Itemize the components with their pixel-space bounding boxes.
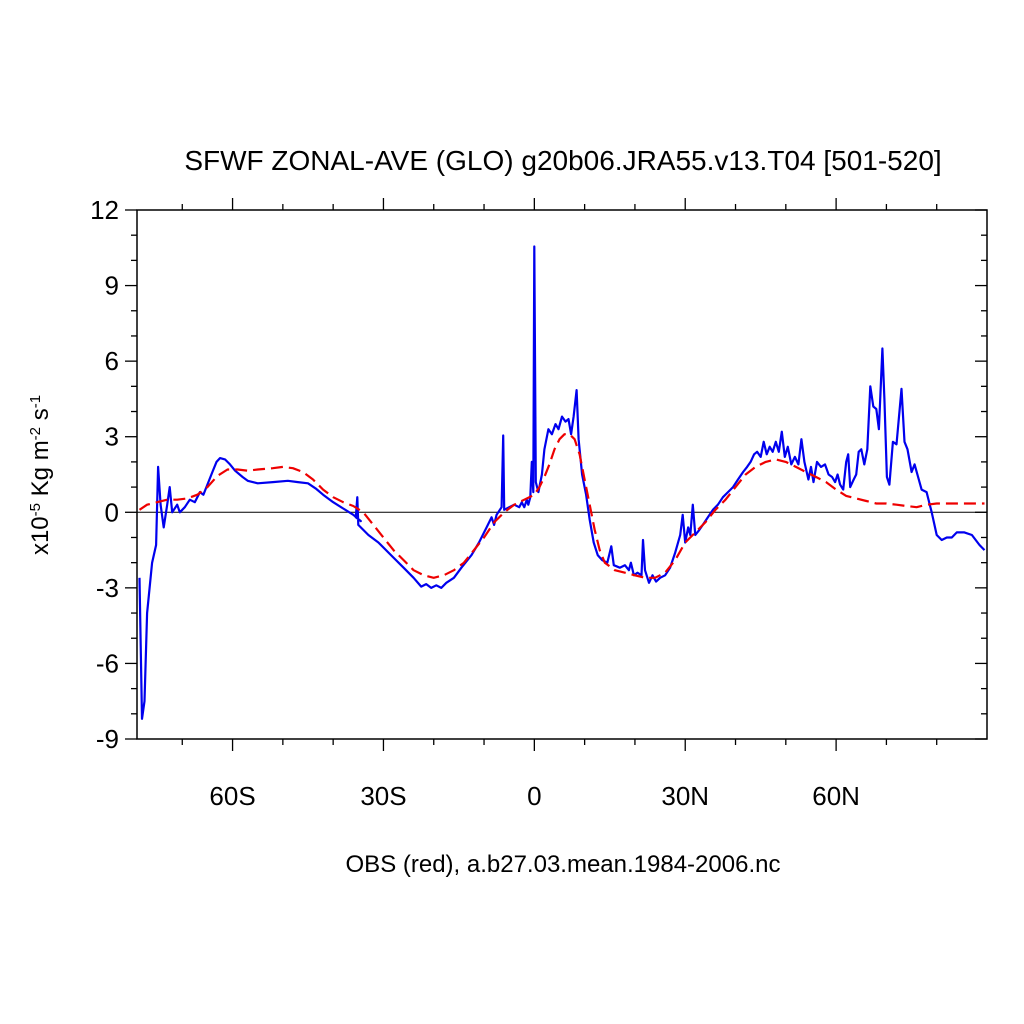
ylabel-exp3: -1 bbox=[27, 395, 44, 408]
y-tick-label: -6 bbox=[96, 648, 119, 678]
ylabel-exp2: -2 bbox=[27, 427, 44, 440]
tick-labels: -9 -6 -3 0 3 6 9 12 60S 30S 0 30N 60N bbox=[90, 195, 860, 811]
x-tick-label: 60S bbox=[209, 781, 255, 811]
ylabel-unit2: s bbox=[27, 408, 54, 427]
series-line-red-dashed bbox=[138, 433, 985, 579]
x-tick-label: 0 bbox=[527, 781, 541, 811]
x-tick-label: 60N bbox=[812, 781, 860, 811]
x-axis-label: OBS (red), a.b27.03.mean.1984-2006.nc bbox=[346, 851, 781, 878]
ylabel-unit1: Kg m bbox=[27, 440, 54, 503]
y-tick-label: -3 bbox=[96, 573, 119, 603]
chart-title: SFWF ZONAL-AVE (GLO) g20b06.JRA55.v13.T0… bbox=[184, 145, 941, 176]
x-tick-label: 30N bbox=[661, 781, 709, 811]
series-line-blue bbox=[138, 245, 986, 720]
y-tick-label: -9 bbox=[96, 724, 119, 754]
y-tick-label: 0 bbox=[105, 497, 119, 527]
svg-text:x10-5 Kg m-2 s-1: x10-5 Kg m-2 s-1 bbox=[27, 395, 55, 555]
y-tick-label: 12 bbox=[90, 195, 119, 225]
x-tick-label: 30S bbox=[360, 781, 406, 811]
y-tick-label: 9 bbox=[105, 271, 119, 301]
plot-frame bbox=[136, 209, 988, 740]
ylabel-exp: -5 bbox=[27, 503, 44, 516]
axis-ticks bbox=[125, 198, 987, 751]
series-group bbox=[138, 245, 986, 720]
y-tick-label: 3 bbox=[105, 422, 119, 452]
y-tick-label: 6 bbox=[105, 346, 119, 376]
ylabel-base: x10 bbox=[27, 516, 54, 555]
y-axis-label: x10-5 Kg m-2 s-1 bbox=[27, 395, 55, 555]
